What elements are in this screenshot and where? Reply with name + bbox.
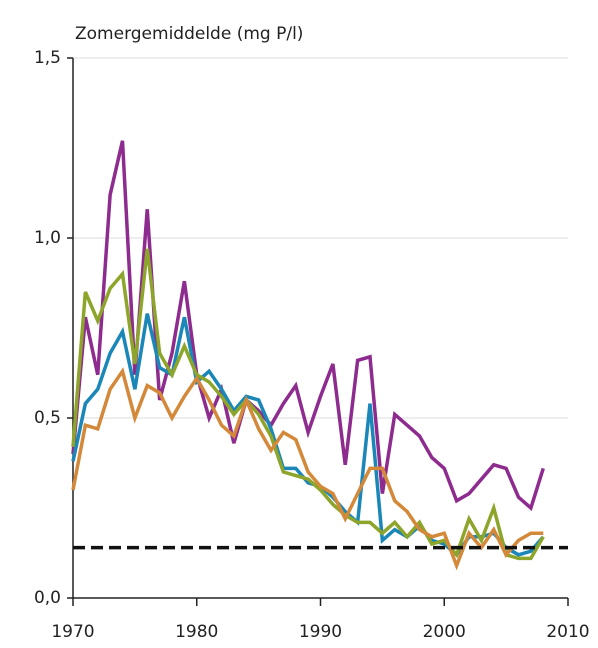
x-tick-label: 1990	[299, 622, 342, 642]
x-tick-label: 1980	[175, 622, 218, 642]
chart-title: Zomergemiddelde (mg P/l)	[75, 24, 303, 44]
y-tick-label: 0,0	[34, 588, 61, 608]
y-tick-label: 0,5	[34, 408, 61, 428]
x-tick-label: 2010	[546, 622, 589, 642]
y-tick-label: 1,0	[34, 228, 61, 248]
series-line	[71, 248, 545, 561]
series-line	[71, 140, 545, 512]
series-line	[71, 367, 544, 571]
y-tick-label: 1,5	[34, 48, 61, 68]
x-tick-label: 1970	[51, 622, 94, 642]
x-tick-label: 2000	[423, 622, 466, 642]
